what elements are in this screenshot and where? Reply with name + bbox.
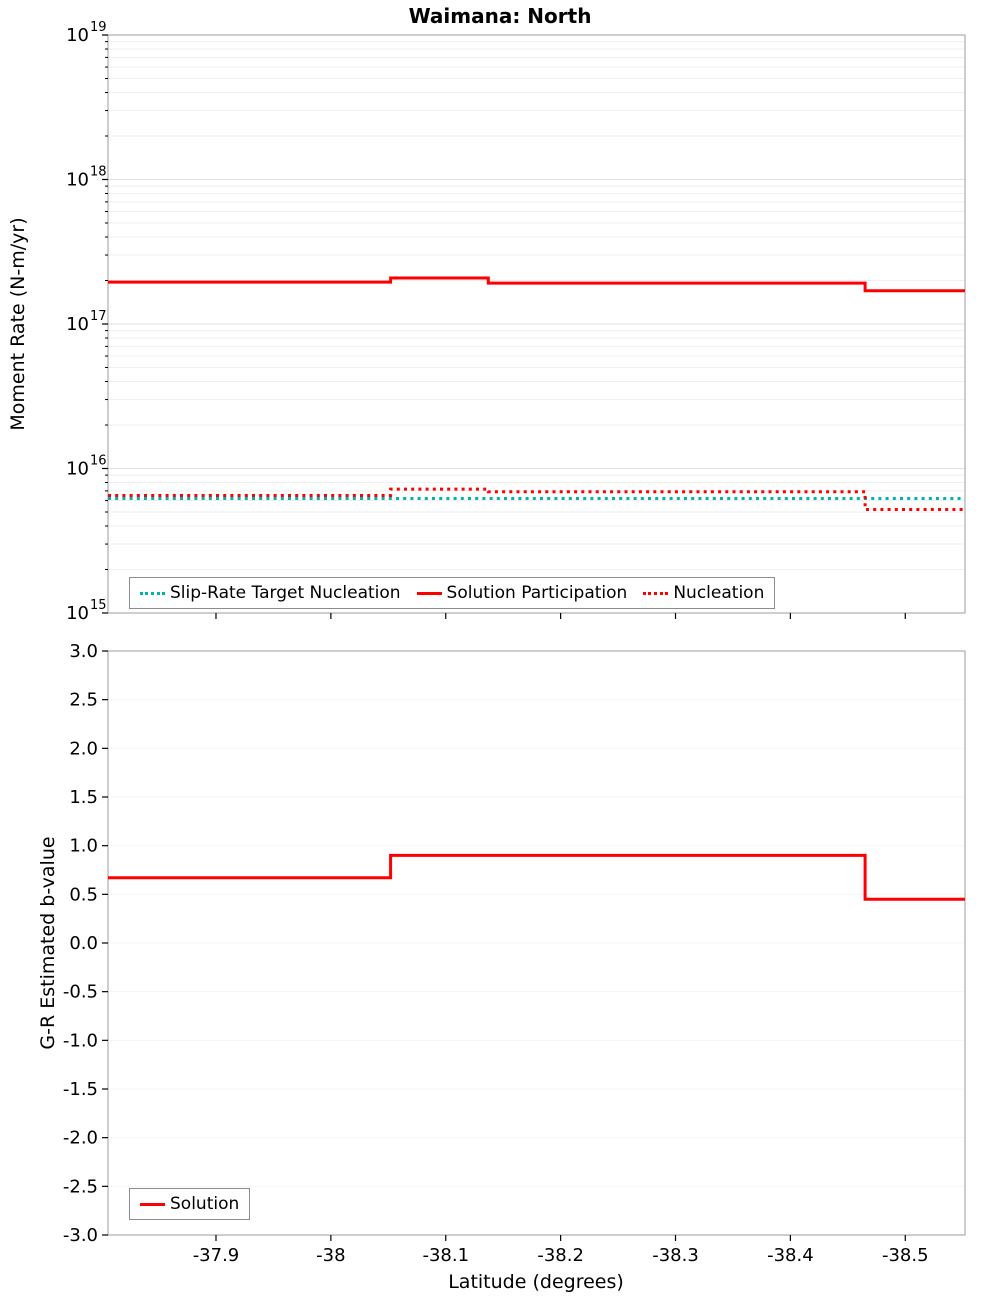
series-line-nucleation xyxy=(108,487,965,511)
x-tick-label: -38.5 xyxy=(882,1245,929,1266)
y-tick-label: 3.0 xyxy=(69,641,98,662)
x-tick-label: -38.2 xyxy=(537,1245,584,1266)
x-tick-label: -37.9 xyxy=(193,1245,240,1266)
y-tick-label: 0.0 xyxy=(69,933,98,954)
legend-label-nucleation: Nucleation xyxy=(673,583,765,603)
y-tick-label: -3.0 xyxy=(63,1225,98,1246)
y-tick-label: 10 xyxy=(66,603,89,624)
legend-label-slip-rate-target-nucleation: Slip-Rate Target Nucleation xyxy=(170,583,401,603)
y-tick-label: -0.5 xyxy=(63,982,98,1003)
x-tick-label: -38 xyxy=(316,1245,345,1266)
y-tick-label: 10 xyxy=(66,25,89,46)
legend-item-solution-participation: Solution Participation xyxy=(416,583,628,603)
solution-participation-line-sample xyxy=(416,591,442,595)
legend-item-slip-rate-target-nucleation: Slip-Rate Target Nucleation xyxy=(140,583,401,603)
solution-line-sample xyxy=(140,1202,165,1206)
legend-label-solution: Solution xyxy=(170,1194,240,1214)
y-tick-label: -2.5 xyxy=(63,1176,98,1197)
legend-item-solution: Solution xyxy=(140,1194,239,1214)
y-tick-exponent: 17 xyxy=(90,309,107,324)
moment-rate-legend: Slip-Rate Target Nucleation Solution Par… xyxy=(129,577,776,609)
b-value-axis-label: G-R Estimated b-value xyxy=(37,836,59,1050)
y-tick-exponent: 15 xyxy=(90,598,107,613)
x-tick-label: -38.1 xyxy=(422,1245,469,1266)
y-tick-label: 1.5 xyxy=(69,787,98,808)
y-tick-label: 10 xyxy=(66,170,89,191)
x-tick-label: -38.4 xyxy=(767,1245,814,1266)
series-line-solution xyxy=(108,853,965,901)
b-value-legend: Solution xyxy=(129,1188,251,1220)
latitude-axis-label: Latitude (degrees) xyxy=(448,1271,624,1293)
y-tick-exponent: 16 xyxy=(90,454,107,469)
nucleation-line-sample xyxy=(643,591,669,595)
chart-title: Waimana: North xyxy=(408,4,592,28)
slip-rate-target-nucleation-line-sample xyxy=(140,591,165,595)
y-tick-label: 10 xyxy=(66,314,89,335)
y-tick-label: 2.0 xyxy=(69,738,98,759)
y-tick-label: -1.0 xyxy=(63,1030,98,1051)
y-tick-label: 2.5 xyxy=(69,690,98,711)
y-tick-label: -1.5 xyxy=(63,1079,98,1100)
moment-rate-axis-label: Moment Rate (N-m/yr) xyxy=(7,217,29,431)
legend-item-nucleation: Nucleation xyxy=(643,583,764,603)
y-tick-label: 10 xyxy=(66,459,89,480)
x-tick-label: -38.3 xyxy=(652,1245,699,1266)
y-tick-label: 1.0 xyxy=(69,836,98,857)
y-tick-label: -2.0 xyxy=(63,1128,98,1149)
y-tick-exponent: 18 xyxy=(90,165,107,180)
legend-label-solution-participation: Solution Participation xyxy=(446,583,628,603)
y-tick-label: 0.5 xyxy=(69,884,98,905)
y-tick-exponent: 19 xyxy=(90,20,107,35)
series-line-solution-participation xyxy=(108,276,965,293)
